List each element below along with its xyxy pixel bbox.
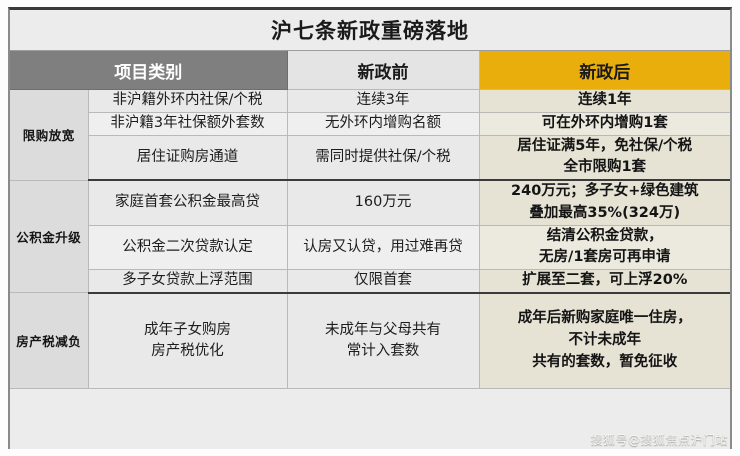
- item-label: 非沪籍3年社保额外套数: [87, 111, 288, 136]
- item-line: 房产税优化: [151, 342, 224, 359]
- category-label-2: 房产税减负: [10, 292, 89, 389]
- before-line: 未成年与父母共有: [325, 321, 441, 338]
- item-label: 成年子女购房 房产税优化: [87, 292, 288, 389]
- header-after: 新政后: [478, 50, 730, 90]
- category-label-0: 限购放宽: [10, 89, 89, 181]
- page-title: 沪七条新政重磅落地: [10, 10, 730, 51]
- after-value: 成年后新购家庭唯一住房， 不计未成年 共有的套数，暂免征收: [478, 292, 730, 389]
- before-value: 认房又认贷，用过难再贷: [286, 224, 480, 270]
- item-label: 公积金二次贷款认定: [87, 224, 288, 270]
- before-line: 仅限首套: [354, 272, 412, 289]
- before-value: 仅限首套: [286, 268, 480, 294]
- after-line: 叠加最高35%(324万): [529, 204, 681, 221]
- item-line: 居住证购房通道: [136, 148, 239, 165]
- table-row: 多子女贷款上浮范围 仅限首套 扩展至二套，可上浮20%: [10, 268, 730, 294]
- before-line: 认房又认贷，用过难再贷: [303, 238, 463, 255]
- before-value: 160万元: [286, 179, 480, 226]
- header-before: 新政前: [286, 50, 480, 90]
- table-row: 房产税减负 成年子女购房 房产税优化 未成年与父母共有 常计入套数 成年后新购家…: [10, 292, 730, 389]
- before-line: 连续3年: [356, 92, 410, 109]
- before-line: 160万元: [354, 194, 412, 211]
- item-line: 成年子女购房: [144, 321, 231, 338]
- after-line: 结清公积金贷款，: [546, 227, 663, 244]
- after-value: 居住证满5年，免社保/个税 全市限购1套: [478, 134, 730, 181]
- item-line: 非沪籍外环内社保/个税: [112, 92, 263, 109]
- after-line: 无房/1套房可再申请: [539, 249, 671, 266]
- after-line: 240万元；多子女+绿色建筑: [511, 183, 699, 199]
- before-value: 未成年与父母共有 常计入套数: [286, 292, 480, 389]
- before-line: 需同时提供社保/个税: [315, 148, 451, 165]
- before-value: 需同时提供社保/个税: [286, 134, 480, 181]
- before-line: 常计入套数: [346, 342, 420, 359]
- after-value: 扩展至二套，可上浮20%: [478, 268, 730, 294]
- item-label: 居住证购房通道: [87, 134, 288, 181]
- after-value: 240万元；多子女+绿色建筑 叠加最高35%(324万): [478, 179, 730, 226]
- policy-table-container: 沪七条新政重磅落地 项目类别 新政前 新政后 限购放宽 非沪籍外环内社保/个税 …: [8, 7, 732, 449]
- item-label: 家庭首套公积金最高贷: [87, 179, 288, 226]
- title-row: 沪七条新政重磅落地: [10, 10, 730, 51]
- table-header-row: 项目类别 新政前 新政后: [10, 50, 730, 90]
- before-value: 连续3年: [286, 89, 480, 113]
- table-row: 居住证购房通道 需同时提供社保/个税 居住证满5年，免社保/个税 全市限购1套: [10, 134, 730, 181]
- after-line: 扩展至二套，可上浮20%: [522, 272, 688, 288]
- table-row: 公积金二次贷款认定 认房又认贷，用过难再贷 结清公积金贷款， 无房/1套房可再申…: [10, 224, 730, 270]
- after-value: 可在外环内增购1套: [478, 111, 730, 136]
- item-line: 多子女贷款上浮范围: [122, 272, 253, 289]
- after-line: 居住证满5年，免社保/个税: [517, 137, 693, 154]
- item-label: 非沪籍外环内社保/个税: [87, 89, 288, 113]
- after-line: 共有的套数，暂免征收: [532, 353, 678, 370]
- before-value: 无外环内增购名额: [286, 111, 480, 136]
- table-row: 非沪籍3年社保额外套数 无外环内增购名额 可在外环内增购1套: [10, 111, 730, 136]
- item-label: 多子女贷款上浮范围: [87, 268, 288, 294]
- after-line: 不计未成年: [568, 331, 642, 348]
- after-value: 连续1年: [478, 89, 730, 113]
- after-line: 连续1年: [577, 92, 632, 108]
- category-label-1: 公积金升级: [10, 179, 89, 294]
- item-line: 家庭首套公积金最高贷: [115, 194, 260, 211]
- after-value: 结清公积金贷款， 无房/1套房可再申请: [478, 224, 730, 270]
- after-line: 成年后新购家庭唯一住房，: [517, 310, 692, 327]
- after-line: 可在外环内增购1套: [541, 114, 668, 131]
- before-line: 无外环内增购名额: [325, 115, 441, 132]
- table-row: 公积金升级 家庭首套公积金最高贷 160万元 240万元；多子女+绿色建筑 叠加…: [10, 179, 730, 294]
- policy-comparison-table: 沪七条新政重磅落地 项目类别 新政前 新政后 限购放宽 非沪籍外环内社保/个税 …: [10, 10, 730, 389]
- header-category: 项目类别: [10, 50, 288, 90]
- table-row: 限购放宽 非沪籍外环内社保/个税 连续3年 连续1年: [10, 89, 730, 181]
- item-line: 非沪籍3年社保额外套数: [110, 115, 265, 132]
- item-line: 公积金二次贷款认定: [122, 238, 253, 255]
- after-line: 全市限购1套: [563, 159, 647, 176]
